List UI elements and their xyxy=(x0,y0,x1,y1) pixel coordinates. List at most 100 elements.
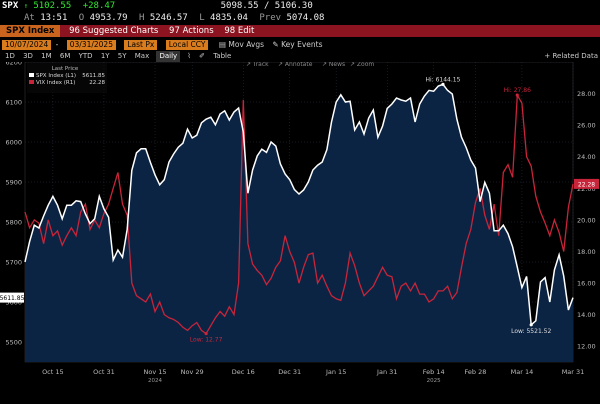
prev-value: 5074.08 xyxy=(287,13,325,23)
chart-tool-annotate[interactable]: ↗ Annotate xyxy=(278,62,313,68)
period-5y[interactable]: 5Y xyxy=(115,51,130,62)
chart-panel: 5500560057005800590060006100620012.0014.… xyxy=(0,62,600,400)
price-chart[interactable]: 5500560057005800590060006100620012.0014.… xyxy=(0,62,600,400)
x-tick-label: Oct 15 xyxy=(42,368,64,376)
security-field[interactable]: SPX Index xyxy=(0,25,60,37)
chart-tool-track[interactable]: ↗ Track xyxy=(246,62,269,68)
right-tick-label: 14.00 xyxy=(577,311,596,319)
x-tick-label: Nov 29 xyxy=(181,368,204,376)
bid-ask: 5098.55 / 5106.30 xyxy=(221,1,313,11)
menu-number-97: 97 xyxy=(169,26,180,36)
legend-series-name: SPX Index (L1) xyxy=(36,73,76,79)
high-value: 5246.57 xyxy=(150,13,188,23)
x-tick-label: Dec 31 xyxy=(278,368,301,376)
start-date-field[interactable]: 10/07/2024 xyxy=(2,40,51,50)
x-tick-label: Dec 16 xyxy=(232,368,255,376)
x-tick-label: Feb 28 xyxy=(465,368,487,376)
ticker[interactable]: SPX xyxy=(2,1,18,11)
x-tick-label: Mar 31 xyxy=(562,368,585,376)
right-tick-label: 20.00 xyxy=(577,216,596,224)
left-tick-label: 6000 xyxy=(5,139,22,147)
end-date-field[interactable]: 03/31/2025 xyxy=(67,40,116,50)
period-ytd[interactable]: YTD xyxy=(76,51,96,62)
legend-series-value: 5611.85 xyxy=(82,73,105,79)
chart-tool-news[interactable]: ↗ News xyxy=(322,62,345,68)
period-bar: 1D 3D 1M 6M YTD 1Y 5Y Max Daily ⌇ ✐ Tabl… xyxy=(0,51,600,62)
period-1y[interactable]: 1Y xyxy=(98,51,113,62)
right-tick-label: 16.00 xyxy=(577,280,596,288)
annotation-label: Hi: 6144.15 xyxy=(426,76,461,83)
menu-label-edit: Edit xyxy=(238,26,254,36)
low-value: 4835.04 xyxy=(210,13,248,23)
frequency-selector[interactable]: Daily xyxy=(156,51,180,62)
period-max[interactable]: Max xyxy=(132,51,152,62)
period-1d[interactable]: 1D xyxy=(2,51,18,62)
at-label: At xyxy=(24,13,35,23)
left-tick-label: 5800 xyxy=(5,219,22,227)
quote-line-2: At 13:51 O 4953.79 H 5246.57 L 4835.04 P… xyxy=(0,12,600,24)
high-label: H xyxy=(139,13,144,23)
legend-series-name: VIX Index (R1) xyxy=(36,80,75,86)
right-tick-label: 28.00 xyxy=(577,90,596,98)
chart-controls: 10/07/2024 - 03/31/2025 Last Px Local CC… xyxy=(0,39,600,51)
function-bar: SPX Index 96 Suggested Charts 97 Actions… xyxy=(0,25,600,37)
mov-avgs-label: Mov Avgs xyxy=(228,40,264,49)
right-tick-label: 24.00 xyxy=(577,153,596,161)
quote-time: 13:51 xyxy=(40,13,67,23)
currency-selector[interactable]: Local CCY xyxy=(166,40,209,50)
suggested-charts-menu[interactable]: 96 Suggested Charts xyxy=(69,26,161,36)
related-data-button[interactable]: + Related Data xyxy=(544,51,598,62)
table-button[interactable]: Table xyxy=(210,51,234,62)
open-label: O xyxy=(79,13,84,23)
legend-header: Last Price xyxy=(52,66,79,72)
mov-avgs-toggle[interactable]: ▤ Mov Avgs xyxy=(219,40,267,49)
open-value: 4953.79 xyxy=(90,13,128,23)
chart-tool-zoom[interactable]: ↗ Zoom xyxy=(350,62,374,68)
period-6m[interactable]: 6M xyxy=(57,51,74,62)
low-label: L xyxy=(199,13,204,23)
annotation-label: Low: 5521.52 xyxy=(511,328,551,335)
date-separator: - xyxy=(56,40,59,49)
x-tick-label: Mar 14 xyxy=(511,368,534,376)
right-tick-label: 12.00 xyxy=(577,343,596,351)
pencil-icon: ✎ xyxy=(272,40,278,49)
x-tick-label: Feb 14 xyxy=(423,368,445,376)
price-change: +28.47 xyxy=(83,1,116,11)
left-tick-label: 5900 xyxy=(5,179,22,187)
annotation-label: Low: 12.77 xyxy=(190,337,223,344)
vix-last-tag: 22.28 xyxy=(578,181,595,188)
left-tick-label: 5700 xyxy=(5,259,22,267)
period-1m[interactable]: 1M xyxy=(38,51,55,62)
x-tick-label: Jan 15 xyxy=(325,368,346,376)
right-tick-label: 18.00 xyxy=(577,248,596,256)
chart-type-icon[interactable]: ⌇ xyxy=(184,51,193,62)
chart-icon: ▤ xyxy=(219,40,226,49)
menu-label-suggested: Suggested Charts xyxy=(83,26,159,36)
prev-label: Prev xyxy=(259,13,281,23)
spx-last-tag: 5611.85 xyxy=(0,295,25,302)
last-price: 5102.55 xyxy=(33,1,71,11)
left-tick-label: 6100 xyxy=(5,99,22,107)
key-events-toggle[interactable]: ✎ Key Events xyxy=(272,40,322,49)
draw-icon[interactable]: ✐ xyxy=(196,51,208,62)
annotation-marker xyxy=(205,332,208,335)
x-tick-label: Jan 31 xyxy=(376,368,397,376)
x-tick-label: Oct 31 xyxy=(93,368,115,376)
related-data-label: Related Data xyxy=(552,52,598,60)
period-3d[interactable]: 3D xyxy=(20,51,36,62)
left-tick-label: 5500 xyxy=(5,339,22,347)
edit-menu[interactable]: 98 Edit xyxy=(224,26,254,36)
year-label: 2024 xyxy=(148,378,162,384)
legend-series-value: 22.28 xyxy=(89,80,105,86)
chart-tools: ↗ Track ↗ Annotate ↗ News ↗ Zoom xyxy=(246,62,374,68)
field-selector[interactable]: Last Px xyxy=(124,40,157,50)
right-tick-label: 26.00 xyxy=(577,122,596,130)
plus-icon: + xyxy=(544,52,550,60)
menu-label-actions: Actions xyxy=(183,26,214,36)
quote-line-1: SPX ↑ 5102.55 +28.47 5098.55 / 5106.30 xyxy=(0,0,600,12)
up-arrow-icon: ↑ xyxy=(24,2,28,10)
menu-number-98: 98 xyxy=(224,26,235,36)
actions-menu[interactable]: 97 Actions xyxy=(169,26,216,36)
menu-number-96: 96 xyxy=(69,26,80,36)
